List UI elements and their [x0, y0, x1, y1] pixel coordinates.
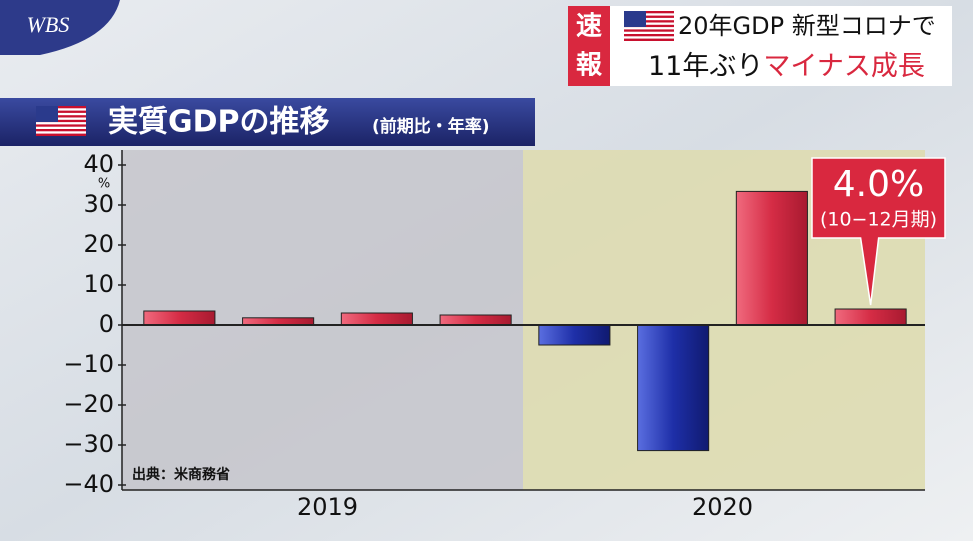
headline-emphasis: マイナス成長 [763, 51, 924, 82]
flash-char: 速 [576, 12, 602, 42]
y-tick-label: −20 [63, 390, 114, 418]
group-label: 2020 [692, 493, 753, 521]
bar [538, 324, 611, 346]
y-tick-label: −10 [63, 350, 114, 378]
chart-title: 実質GDPの推移 [108, 105, 330, 140]
group-label: 2019 [297, 493, 358, 521]
title-bar [0, 98, 535, 146]
source: 出典：米商務省 [132, 466, 230, 483]
value-label: 4.0% [833, 164, 924, 205]
y-tick-label: 30 [83, 190, 114, 218]
us-flag [624, 11, 674, 41]
logo: WBS [27, 12, 70, 37]
bar [834, 308, 907, 326]
logo-badge [0, 0, 120, 55]
headline-line1: 20年GDP 新型コロナで [678, 12, 936, 40]
value-label-note: (10−12月期) [820, 209, 937, 231]
bar [143, 310, 216, 326]
bar [637, 324, 710, 452]
flash-char: 報 [576, 51, 603, 81]
chart-subtitle: (前期比・年率) [372, 116, 490, 137]
bar [340, 312, 413, 326]
y-tick-label: −40 [63, 470, 114, 498]
y-tick-label: 20 [83, 230, 114, 258]
callout [811, 157, 946, 306]
headline-text: 11年ぶり [648, 51, 763, 82]
y-tick-label: 10 [83, 270, 114, 298]
y-tick-label: 40 [83, 150, 114, 178]
flash-box [568, 6, 610, 86]
us-flag [36, 106, 86, 136]
y-tick-label: −30 [63, 430, 114, 458]
bar [735, 190, 808, 326]
bar [439, 314, 512, 326]
headline-line2: 11年ぶりマイナス成長 [648, 51, 925, 82]
bar [242, 317, 315, 326]
y-unit: % [98, 177, 110, 192]
y-tick-label: 0 [99, 310, 114, 338]
